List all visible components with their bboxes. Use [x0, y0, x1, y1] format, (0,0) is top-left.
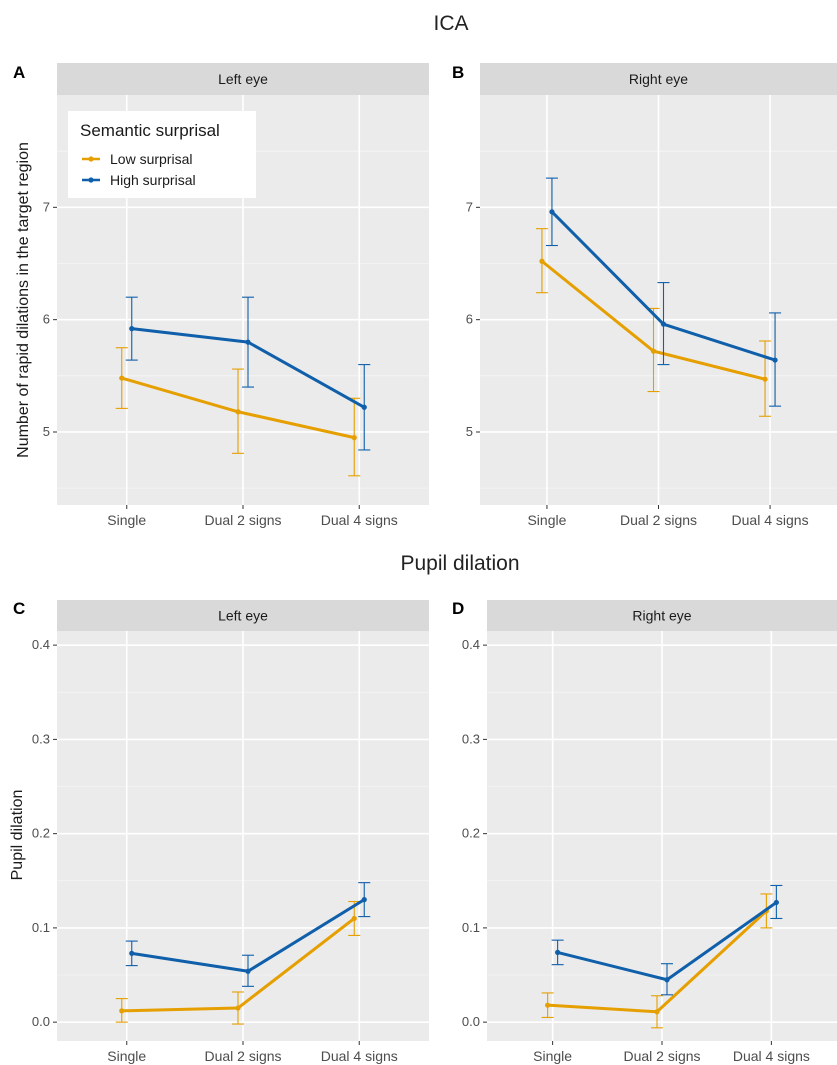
- data-point: [129, 950, 135, 956]
- facet-strip-label: Left eye: [218, 608, 268, 624]
- data-point: [654, 1009, 660, 1015]
- section-title-pupil: Pupil dilation: [400, 552, 519, 575]
- panel-c: Left eye C 0.0 0.1 0.2 0.3 0.4 Single Dual 2 sig…: [9, 599, 429, 1064]
- data-point: [650, 348, 657, 354]
- y-tick-label: 0.1: [32, 920, 50, 935]
- panel-letter: D: [452, 599, 464, 618]
- data-point: [773, 899, 779, 906]
- y-tick-label: 0.4: [32, 637, 50, 652]
- data-point: [361, 897, 367, 903]
- series-high-surprisal: [551, 884, 783, 996]
- legend-item-label: High surprisal: [110, 172, 196, 188]
- panel-letter: B: [452, 63, 464, 82]
- data-point: [351, 915, 357, 922]
- data-point: [539, 258, 545, 264]
- series-low-surprisal: [535, 228, 772, 417]
- x-tick-label: Single: [527, 512, 566, 528]
- section-title-ica: ICA: [433, 12, 468, 35]
- panel-d: Right eye D 0.0 0.1 0.2 0.3 0.4 Single Dual 2 si…: [452, 599, 837, 1064]
- data-point: [235, 1005, 241, 1011]
- legend-item-label: Low surprisal: [110, 151, 192, 167]
- data-point: [555, 949, 561, 956]
- facet-strip-label: Right eye: [632, 608, 691, 624]
- panels-group: Left eye A 5 6 7 Single Dual 2 signs Dual 4 sig…: [9, 63, 837, 1064]
- y-tick-label: 0.4: [462, 637, 480, 652]
- data-point: [762, 376, 768, 382]
- data-point: [664, 977, 670, 983]
- x-tick-label: Dual 4 signs: [732, 512, 809, 528]
- series-high-surprisal: [125, 296, 371, 451]
- x-tick-label: Dual 2 signs: [623, 1048, 700, 1064]
- legend-box: [68, 111, 256, 198]
- legend-title: Semantic surprisal: [80, 121, 220, 140]
- facet-strip-label: Left eye: [218, 71, 268, 87]
- data-point: [772, 357, 778, 363]
- y-tick-label: 0.3: [32, 731, 50, 746]
- facet-strip: [480, 63, 837, 95]
- legend-key-point: [88, 177, 94, 183]
- y-tick-label: 7: [466, 199, 473, 214]
- legend: Semantic surprisal Low surprisal High surp…: [68, 111, 256, 198]
- data-point: [119, 1008, 125, 1014]
- y-tick-label: 7: [43, 199, 50, 214]
- panel-b: Right eye B 5 6 7 Single Dual 2 signs Dual 4 si…: [452, 63, 837, 528]
- data-point: [549, 209, 555, 215]
- data-point: [660, 321, 667, 327]
- x-tick-label: Single: [533, 1048, 572, 1064]
- y-axis-label: Number of rapid dilations in the target …: [15, 142, 32, 458]
- y-tick-label: 6: [43, 312, 50, 327]
- data-point: [545, 1002, 551, 1008]
- data-point: [235, 409, 241, 415]
- facet-strip: [487, 600, 837, 631]
- panel-letter: C: [13, 599, 25, 618]
- y-tick-label: 0.0: [32, 1014, 50, 1029]
- x-tick-label: Dual 2 signs: [620, 512, 697, 528]
- series-high-surprisal: [545, 177, 782, 407]
- data-point: [361, 404, 367, 410]
- y-tick-label: 0.2: [462, 826, 480, 841]
- series-low-surprisal: [115, 347, 361, 477]
- legend-key-point: [88, 156, 94, 162]
- y-tick-label: 0.3: [462, 731, 480, 746]
- y-tick-label: 0.1: [462, 920, 480, 935]
- y-tick-label: 0.0: [462, 1014, 480, 1029]
- series-low-surprisal: [115, 900, 361, 1025]
- facet-strip-label: Right eye: [629, 71, 688, 87]
- x-tick-label: Dual 4 signs: [733, 1048, 810, 1064]
- x-tick-label: Single: [107, 1048, 146, 1064]
- data-point: [245, 339, 251, 345]
- x-tick-label: Dual 4 signs: [321, 512, 398, 528]
- series-high-surprisal: [125, 882, 371, 987]
- y-tick-label: 6: [466, 312, 473, 327]
- y-tick-label: 5: [43, 424, 50, 439]
- facet-strip: [57, 600, 429, 631]
- data-point: [119, 375, 125, 381]
- x-tick-label: Single: [107, 512, 146, 528]
- facet-strip: [57, 63, 429, 95]
- y-tick-label: 5: [466, 424, 473, 439]
- x-tick-label: Dual 4 signs: [321, 1048, 398, 1064]
- x-tick-label: Dual 2 signs: [204, 1048, 281, 1064]
- y-axis-label: Pupil dilation: [9, 790, 26, 881]
- series-low-surprisal: [541, 893, 773, 1029]
- data-point: [129, 326, 135, 332]
- panel-letter: A: [13, 63, 25, 82]
- x-tick-label: Dual 2 signs: [204, 512, 281, 528]
- data-point: [351, 435, 357, 441]
- data-point: [245, 968, 251, 974]
- y-tick-label: 0.2: [32, 826, 50, 841]
